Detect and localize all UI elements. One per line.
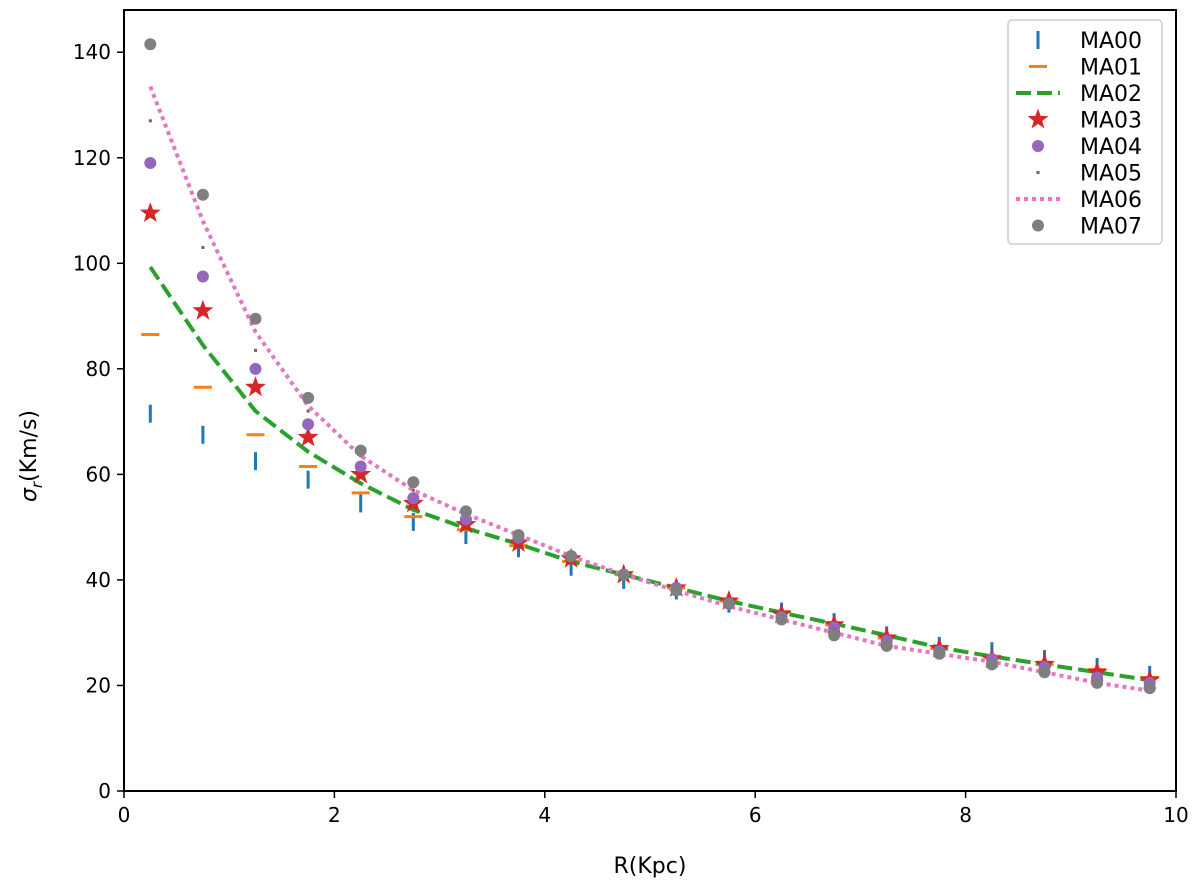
legend-handle-ma04: [1032, 140, 1044, 152]
x-tick-label: 0: [118, 803, 131, 827]
y-tick-label: 140: [73, 40, 111, 64]
legend-item-ma05: MA05: [1036, 162, 1142, 187]
series-ma05-point: [254, 348, 257, 352]
series-ma07-point: [565, 550, 578, 563]
y-axis-label-symbol: σ: [17, 487, 42, 502]
legend-item-ma02: MA02: [1016, 82, 1142, 107]
plot-frame: [123, 9, 1177, 792]
series-ma07-point: [775, 613, 788, 626]
series-ma07-point: [512, 529, 525, 542]
legend-handle-ma07: [1032, 219, 1044, 232]
legend-handle-ma03: [1027, 108, 1049, 129]
x-axis-label: R(Kpc): [614, 854, 687, 879]
series-ma03-point: [139, 202, 161, 223]
series-ma03: [139, 202, 1161, 690]
y-tick-label: 80: [86, 357, 111, 381]
series-ma05: [148, 119, 1152, 690]
y-tick-label: 40: [86, 568, 111, 592]
legend-item-ma06: MA06: [1016, 188, 1142, 213]
legend-handle-ma05: [1036, 171, 1040, 174]
y-tick-label: 60: [86, 462, 111, 486]
series-ma02: [148, 265, 1150, 683]
series-ma04-point: [144, 157, 157, 170]
series-ma07-point: [828, 629, 841, 642]
legend-item-ma00: MA00: [1036, 29, 1142, 54]
series-ma07-point: [1091, 676, 1104, 689]
x-tick-label: 8: [959, 803, 972, 827]
y-tick-label: 0: [98, 779, 111, 803]
y-axis-label: σr(Km/s): [17, 410, 46, 502]
series-ma07-point: [249, 312, 262, 325]
series-ma07-point: [1143, 682, 1156, 695]
series-ma04-point: [407, 492, 420, 505]
series-ma04-point: [249, 362, 262, 375]
y-tick-label: 20: [86, 673, 111, 697]
series-ma04-point: [354, 460, 367, 473]
series-ma04-point: [196, 270, 209, 283]
legend-item-ma04: MA04: [1032, 135, 1142, 160]
series-ma07-point: [1038, 666, 1051, 679]
series-ma07-point: [722, 597, 735, 610]
series-ma02-line: [148, 265, 1150, 683]
series-ma07-point: [933, 647, 946, 660]
legend-label-ma00: MA00: [1080, 29, 1142, 54]
series-ma03-point: [297, 426, 319, 447]
legend-box: [1007, 19, 1163, 245]
series-ma05-point: [306, 409, 310, 413]
y-axis-label-unit: (Km/s): [17, 410, 42, 482]
series-ma03-point: [245, 376, 266, 397]
series-ma07-point: [196, 188, 209, 201]
x-tick-label: 2: [328, 803, 341, 827]
legend-label-ma02: MA02: [1080, 82, 1142, 107]
series-ma06: [148, 85, 1150, 693]
series-ma05-point: [148, 119, 152, 123]
series-ma03-point: [192, 299, 214, 320]
series-ma07-point: [617, 568, 630, 581]
series-ma04-point: [302, 418, 315, 431]
series-ma07-point: [459, 505, 472, 518]
y-axis-label-subscript: r: [28, 481, 46, 488]
y-tick-label: 100: [73, 251, 111, 275]
series-ma07-point: [302, 391, 315, 404]
series-ma07-point: [144, 38, 157, 51]
series-ma07-point: [880, 639, 893, 652]
y-tick-label: 120: [73, 146, 111, 170]
series-ma07-point: [670, 584, 683, 597]
series-ma07-point: [407, 476, 420, 489]
legend-item-ma07: MA07: [1032, 215, 1142, 240]
legend-item-ma03: MA03: [1027, 108, 1142, 134]
series-ma07: [144, 38, 1156, 695]
series-ma06-line: [148, 85, 1150, 693]
series-ma03-point: [350, 463, 372, 484]
series-ma05-point: [201, 245, 205, 249]
series-ma05-point: [411, 488, 415, 492]
legend-label-ma05: MA05: [1080, 162, 1142, 187]
x-tick-label: 10: [1163, 803, 1188, 827]
legend-label-ma06: MA06: [1080, 188, 1142, 213]
legend-label-ma03: MA03: [1080, 109, 1142, 134]
series-ma01: [141, 333, 1159, 680]
series-ma07-point: [985, 658, 998, 671]
legend-label-ma01: MA01: [1080, 56, 1142, 81]
legend-item-ma01: MA01: [1029, 56, 1142, 81]
series-ma04: [144, 157, 1156, 689]
series-ma07-point: [354, 444, 367, 457]
legend-label-ma07: MA07: [1080, 215, 1142, 240]
plot-area: [139, 38, 1161, 695]
x-tick-label: 4: [538, 803, 551, 827]
legend-label-ma04: MA04: [1080, 135, 1142, 160]
series-ma03-point: [1086, 661, 1108, 682]
x-tick-label: 6: [749, 803, 762, 827]
